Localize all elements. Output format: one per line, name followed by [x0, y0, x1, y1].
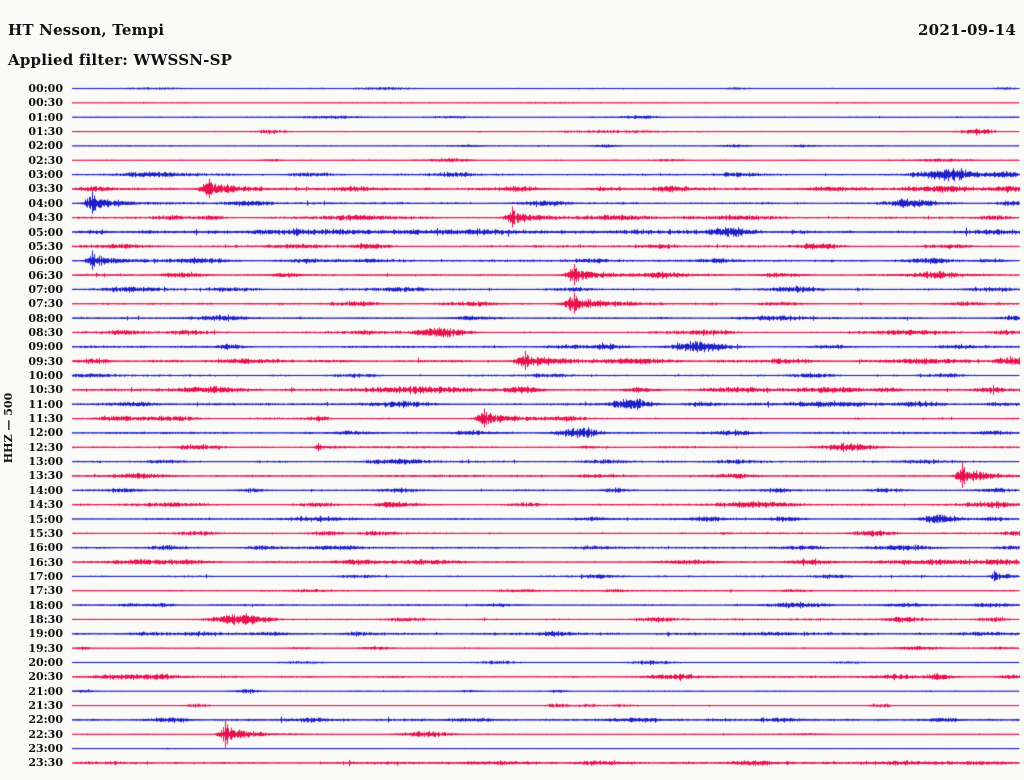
- row-time-label: 10:00: [28, 369, 63, 382]
- row-time-label: 06:00: [28, 254, 63, 268]
- row-time-label: 12:30: [28, 440, 63, 454]
- row-time-label: 04:00: [28, 196, 63, 210]
- row-time-label: 19:00: [28, 627, 63, 641]
- row-time-label: 18:30: [28, 612, 63, 626]
- row-time-label: 12:00: [28, 426, 63, 440]
- row-time-label: 20:30: [28, 670, 63, 684]
- row-time-label: 03:30: [28, 182, 63, 196]
- row-time-label: 05:00: [28, 225, 63, 239]
- row-time-label: 09:30: [28, 354, 63, 368]
- row-time-label: 14:00: [28, 483, 63, 497]
- row-time-label: 07:30: [28, 297, 63, 311]
- row-time-label: 13:00: [28, 455, 63, 469]
- row-time-label: 02:00: [28, 139, 63, 153]
- row-time-label: 00:30: [28, 96, 63, 110]
- row-time-label: 15:00: [28, 512, 63, 526]
- row-time-label: 04:30: [28, 211, 63, 225]
- row-time-label: 21:30: [28, 699, 63, 713]
- row-time-label: 07:00: [28, 282, 63, 296]
- row-time-label: 06:30: [28, 268, 63, 282]
- row-time-label: 20:00: [28, 656, 63, 669]
- row-time-label: 10:30: [28, 383, 63, 397]
- row-time-label: 21:00: [28, 684, 63, 698]
- row-time-label: 11:30: [28, 412, 63, 426]
- row-time-label: 17:00: [28, 569, 63, 583]
- row-time-label: 00:00: [28, 82, 63, 95]
- row-time-label: 16:30: [28, 555, 63, 569]
- row-time-label: 03:00: [28, 168, 63, 182]
- row-time-label: 23:00: [28, 742, 63, 756]
- row-time-label: 16:00: [28, 541, 63, 555]
- row-time-label: 08:00: [28, 311, 63, 325]
- row-time-label: 08:30: [28, 325, 63, 339]
- row-time-label: 02:30: [28, 153, 63, 167]
- row-time-label: 18:00: [28, 598, 63, 612]
- row-time-label: 22:00: [28, 713, 63, 727]
- row-time-label: 15:30: [28, 526, 63, 540]
- row-time-label: 14:30: [28, 498, 63, 512]
- row-time-label: 09:00: [28, 340, 63, 354]
- row-time-label: 23:30: [28, 756, 63, 770]
- row-time-label: 19:30: [28, 641, 63, 655]
- row-time-label: 01:30: [28, 125, 63, 139]
- row-time-label: 13:30: [28, 469, 63, 483]
- row-time-label: 01:00: [28, 110, 63, 124]
- row-time-label: 05:30: [28, 239, 63, 253]
- row-time-label: 17:30: [28, 584, 63, 598]
- row-time-label: 11:00: [28, 397, 63, 411]
- row-time-label: 22:30: [28, 727, 63, 741]
